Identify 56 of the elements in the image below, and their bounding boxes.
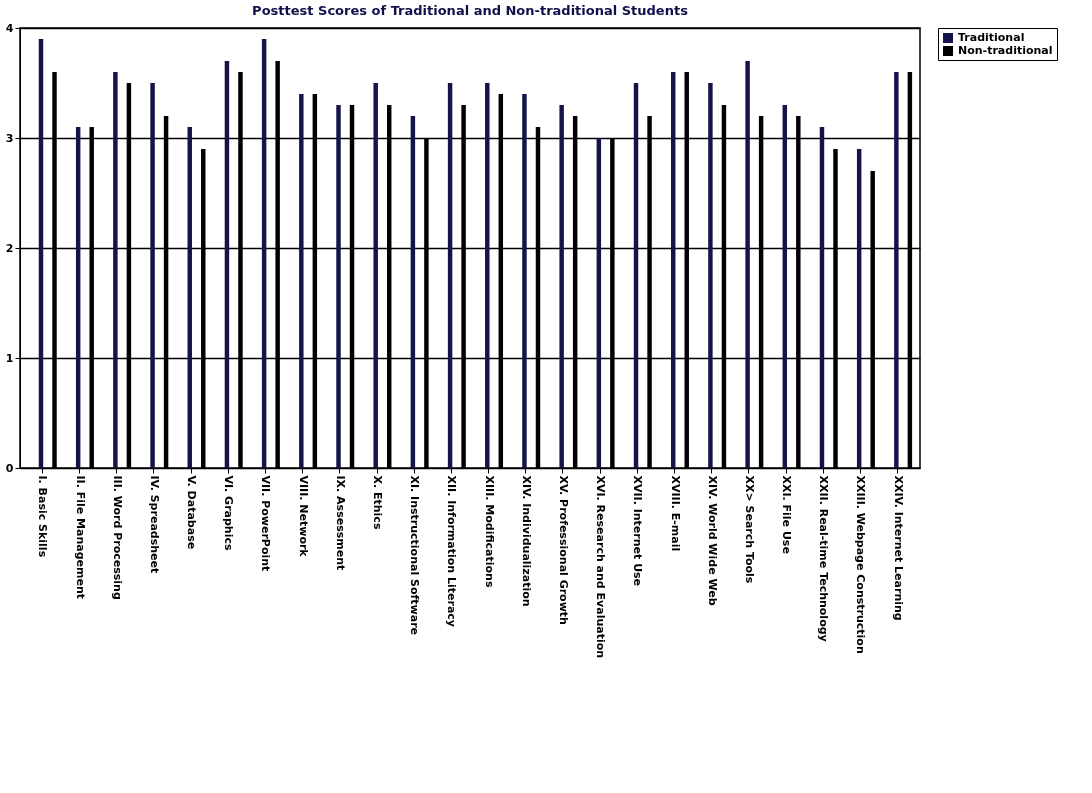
x-tick-label: XII. Information Literacy [445, 475, 459, 628]
bar [596, 138, 602, 468]
x-tick-label: I. Basic Skills [36, 475, 50, 558]
x-tick-label: V. Database [185, 475, 199, 550]
chart-title: Posttest Scores of Traditional and Non-traditional Students [252, 3, 689, 18]
bar [299, 94, 304, 468]
y-tick-label: 1 [5, 351, 14, 365]
bar [522, 94, 527, 468]
x-tick-label: II. File Management [73, 475, 87, 600]
x-tick-label: XIV. World Wide Web [705, 475, 719, 606]
bar [187, 127, 192, 468]
bar [38, 39, 44, 468]
x-tick-label: XVIII. E-mail [668, 475, 682, 552]
bar [819, 127, 825, 468]
bar [633, 83, 639, 468]
bar [708, 83, 713, 468]
bar [150, 83, 155, 468]
bar [261, 39, 267, 468]
x-tick-label: XXII. Real-time Technology [817, 475, 831, 642]
y-tick-label: 4 [5, 21, 14, 35]
legend-label: Non-traditional [958, 44, 1053, 57]
x-tick-label: XXI. File Use [780, 475, 794, 554]
bar [113, 72, 118, 468]
x-tick-label: III. Word Processing [110, 475, 124, 600]
x-tick-label: IX. Assessment [333, 475, 347, 571]
x-tick-label: IV. Spreadsheet [147, 475, 161, 574]
x-tick-label: X. Ethics [371, 475, 385, 530]
x-tick-label: XX> Search Tools [742, 475, 756, 584]
bar [745, 61, 750, 468]
bar [559, 105, 564, 468]
x-tick-label: XVI. Research and Evaluation [594, 475, 608, 659]
bar [447, 83, 453, 468]
x-tick-label: XXIII. Webpage Construction [854, 475, 868, 654]
bar [410, 116, 416, 468]
x-tick-label: VII. PowerPoint [259, 475, 273, 572]
y-tick-label: 2 [5, 241, 14, 255]
bar [894, 72, 899, 468]
y-tick-label: 0 [5, 461, 14, 475]
bar [485, 83, 490, 468]
bar [75, 127, 81, 468]
x-tick-label: XI. Instructional Software [408, 475, 422, 636]
bar [856, 149, 862, 468]
bar [670, 72, 676, 468]
y-tick-label: 3 [5, 131, 14, 145]
bar [224, 61, 230, 468]
x-tick-label: XXIV. Internet Learning [891, 475, 905, 621]
x-tick-label: XIII. Modifications [482, 475, 496, 588]
x-tick-label: XIV. Individualization [519, 475, 533, 607]
x-tick-label: XVII. Internet Use [631, 475, 645, 587]
x-tick-label: VIII. Network [296, 475, 310, 558]
legend-label: Traditional [958, 31, 1025, 44]
bar [373, 83, 378, 468]
x-tick-label: XV. Professional Growth [556, 475, 570, 625]
x-tick-label: VI. Graphics [222, 475, 236, 551]
bar [336, 105, 341, 468]
bar [782, 105, 788, 468]
